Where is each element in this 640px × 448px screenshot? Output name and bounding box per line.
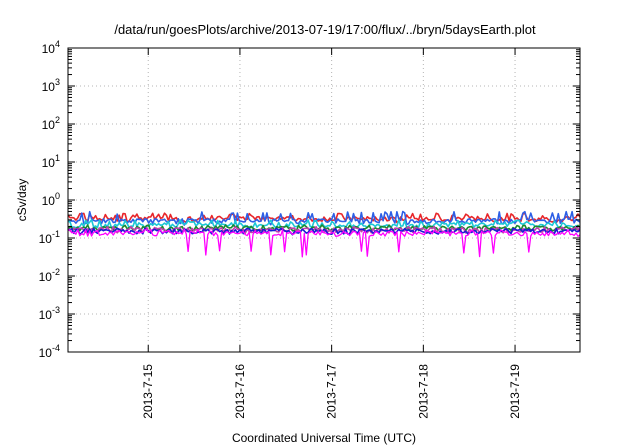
chart-title: /data/run/goesPlots/archive/2013-07-19/1… — [114, 22, 536, 37]
y-tick-label: 10-4 — [39, 343, 60, 360]
y-tick-exponent: -4 — [52, 343, 60, 353]
x-tick-label: 2013-7-19 — [508, 364, 522, 419]
x-tick-labels: 2013-7-15 2013-7-16 2013-7-17 2013-7-18 2013… — [141, 364, 522, 419]
series-line — [67, 210, 581, 226]
x-tick-label: 2013-7-17 — [325, 364, 339, 419]
y-tick-exponent: 4 — [55, 39, 60, 49]
y-tick-label: 100 — [42, 191, 60, 208]
ticks — [68, 47, 580, 353]
x-tick-label: 2013-7-16 — [233, 364, 247, 419]
y-tick-exponent: 2 — [55, 115, 60, 125]
y-tick-exponent: -2 — [52, 267, 60, 277]
y-tick-label: 10-3 — [39, 305, 60, 322]
series-line — [67, 228, 581, 258]
y-tick-label: 10-2 — [39, 267, 60, 284]
x-axis-label: Coordinated Universal Time (UTC) — [232, 431, 416, 445]
y-tick-label: 102 — [42, 115, 60, 132]
grid — [68, 48, 580, 352]
y-tick-exponent: -1 — [52, 229, 60, 239]
y-tick-label: 10-1 — [39, 229, 60, 246]
y-axis-label: cSv/day — [15, 179, 29, 222]
series-line — [67, 227, 581, 236]
x-tick-label: 2013-7-18 — [416, 364, 430, 419]
series-layer — [67, 210, 581, 258]
series-line — [67, 212, 581, 224]
y-tick-label: 101 — [42, 153, 60, 170]
y-tick-exponent: -3 — [52, 305, 60, 315]
x-tick-label: 2013-7-15 — [141, 364, 155, 419]
y-tick-label: 104 — [42, 39, 60, 56]
y-tick-exponent: 1 — [55, 153, 60, 163]
y-tick-exponent: 3 — [55, 77, 60, 87]
y-tick-label: 103 — [42, 77, 60, 94]
y-tick-exponent: 0 — [55, 191, 60, 201]
